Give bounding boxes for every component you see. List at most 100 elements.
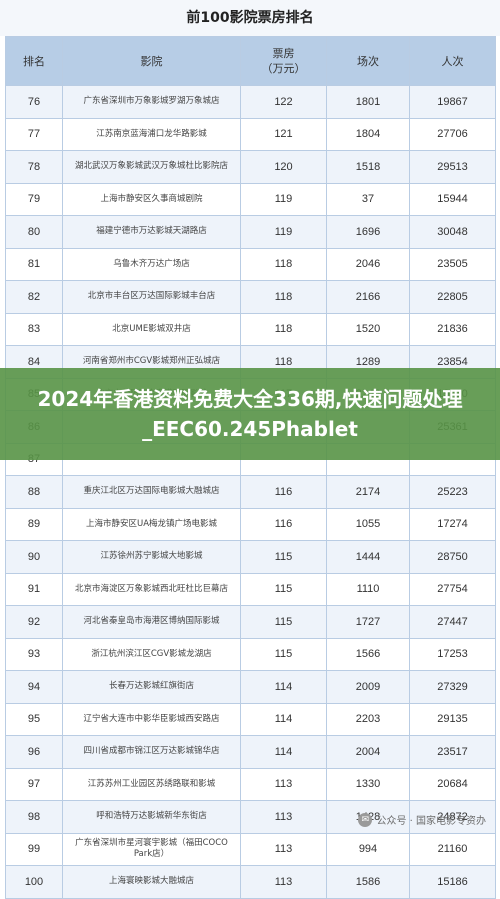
cell-rank: 90 bbox=[5, 540, 63, 574]
cell-cinema: 辽宁省大连市中影华臣影城西安路店 bbox=[62, 702, 241, 736]
cell-shows: 2046 bbox=[326, 247, 410, 281]
cell-box-office: 114 bbox=[240, 702, 327, 736]
cell-rank: 93 bbox=[5, 637, 63, 671]
table-row: 98呼和浩特万达影城新华东街店113142824872 bbox=[5, 800, 496, 834]
header-box-office: 票房 （万元） bbox=[240, 36, 327, 86]
cell-box-office: 118 bbox=[240, 247, 327, 281]
cell-cinema: 浙江杭州滨江区CGV影城龙湖店 bbox=[62, 637, 241, 671]
cell-attendance: 15944 bbox=[409, 182, 496, 216]
cell-rank: 89 bbox=[5, 507, 63, 541]
cell-rank: 92 bbox=[5, 605, 63, 639]
header-shows: 场次 bbox=[326, 36, 410, 86]
cell-attendance: 25223 bbox=[409, 475, 496, 509]
table-header-row: 排名 影院 票房 （万元） 场次 人次 bbox=[5, 36, 496, 86]
cell-attendance: 22805 bbox=[409, 280, 496, 314]
promo-overlay-text: 2024年香港资料免费大全336期,快速问题处理_EEC60.245Phable… bbox=[37, 387, 463, 441]
cell-rank: 82 bbox=[5, 280, 63, 314]
cell-shows: 2004 bbox=[326, 735, 410, 769]
cell-rank: 81 bbox=[5, 247, 63, 281]
cell-cinema: 江苏苏州工业园区苏绣路联和影城 bbox=[62, 767, 241, 801]
cell-cinema: 长春万达影城红旗街店 bbox=[62, 670, 241, 704]
cell-box-office: 113 bbox=[240, 832, 327, 866]
cell-attendance: 24872 bbox=[409, 800, 496, 834]
cell-box-office: 118 bbox=[240, 312, 327, 346]
table-row: 82 北京市丰台区万达国际影城丰台店 118 2166 22805 bbox=[5, 280, 496, 314]
cell-cinema: 上海市静安区UA梅龙镇广场电影城 bbox=[62, 507, 241, 541]
cell-attendance: 21160 bbox=[409, 832, 496, 866]
cell-box-office: 122 bbox=[240, 85, 327, 119]
cell-shows: 2203 bbox=[326, 702, 410, 736]
cell-shows: 2166 bbox=[326, 280, 410, 314]
cell-rank: 78 bbox=[5, 150, 63, 184]
table-row: 96 四川省成都市锦江区万达影城锦华店 114 2004 23517 bbox=[5, 735, 496, 769]
cell-attendance: 27706 bbox=[409, 117, 496, 151]
table-row: 83 北京UME影城双井店 118 1520 21836 bbox=[5, 312, 496, 346]
table-row: 77 江苏南京蓝海浦口龙华路影城 121 1804 27706 bbox=[5, 117, 496, 151]
cell-cinema: 上海市静安区久事商城剧院 bbox=[62, 182, 241, 216]
cell-attendance: 30048 bbox=[409, 215, 496, 249]
cell-shows: 1055 bbox=[326, 507, 410, 541]
cell-shows: 994 bbox=[326, 832, 410, 866]
cell-cinema: 北京市海淀区万象影城西北旺杜比巨幕店 bbox=[62, 572, 241, 606]
cell-box-office: 118 bbox=[240, 280, 327, 314]
cell-attendance: 19867 bbox=[409, 85, 496, 119]
table-row: 88 重庆江北区万达国际电影城大融城店 116 2174 25223 bbox=[5, 475, 496, 509]
cell-cinema: 上海寰映影城大融城店 bbox=[62, 865, 241, 899]
cell-shows: 1586 bbox=[326, 865, 410, 899]
cell-cinema: 福建宁德市万达影城天湖路店 bbox=[62, 215, 241, 249]
cell-box-office: 114 bbox=[240, 735, 327, 769]
cell-box-office: 115 bbox=[240, 605, 327, 639]
cell-rank: 97 bbox=[5, 767, 63, 801]
cell-shows: 1696 bbox=[326, 215, 410, 249]
cell-attendance: 21836 bbox=[409, 312, 496, 346]
cell-shows: 1804 bbox=[326, 117, 410, 151]
cell-box-office: 113 bbox=[240, 865, 327, 899]
cell-rank: 94 bbox=[5, 670, 63, 704]
cell-attendance: 20684 bbox=[409, 767, 496, 801]
cell-rank: 80 bbox=[5, 215, 63, 249]
cell-cinema: 北京UME影城双井店 bbox=[62, 312, 241, 346]
cell-rank: 100 bbox=[5, 865, 63, 899]
cell-box-office: 120 bbox=[240, 150, 327, 184]
cell-cinema: 广东省深圳市万象影城罗湖万象城店 bbox=[62, 85, 241, 119]
cell-box-office: 113 bbox=[240, 767, 327, 801]
cell-shows: 1444 bbox=[326, 540, 410, 574]
table-row: 81 乌鲁木齐万达广场店 118 2046 23505 bbox=[5, 247, 496, 281]
cell-box-office: 119 bbox=[240, 215, 327, 249]
cell-cinema: 呼和浩特万达影城新华东街店 bbox=[62, 800, 241, 834]
cell-attendance: 17253 bbox=[409, 637, 496, 671]
cell-box-office: 119 bbox=[240, 182, 327, 216]
cell-attendance: 23517 bbox=[409, 735, 496, 769]
table-row: 80 福建宁德市万达影城天湖路店 119 1696 30048 bbox=[5, 215, 496, 249]
header-rank: 排名 bbox=[5, 36, 63, 86]
cell-cinema: 江苏南京蓝海浦口龙华路影城 bbox=[62, 117, 241, 151]
cell-shows: 1518 bbox=[326, 150, 410, 184]
cell-attendance: 29513 bbox=[409, 150, 496, 184]
table-row: 97 江苏苏州工业园区苏绣路联和影城 113 1330 20684 bbox=[5, 767, 496, 801]
cell-shows: 1330 bbox=[326, 767, 410, 801]
cell-rank: 95 bbox=[5, 702, 63, 736]
wechat-icon: ✉ bbox=[358, 812, 373, 827]
cell-rank: 99 bbox=[5, 832, 63, 866]
cell-shows: 1566 bbox=[326, 637, 410, 671]
cell-attendance: 29135 bbox=[409, 702, 496, 736]
cell-shows: 1801 bbox=[326, 85, 410, 119]
cell-rank: 91 bbox=[5, 572, 63, 606]
header-attendance: 人次 bbox=[409, 36, 496, 86]
cell-box-office: 115 bbox=[240, 540, 327, 574]
page-title: 前100影院票房排名 bbox=[0, 0, 500, 36]
cell-rank: 76 bbox=[5, 85, 63, 119]
cell-box-office: 116 bbox=[240, 475, 327, 509]
cell-box-office: 113 bbox=[240, 800, 327, 834]
cell-box-office: 115 bbox=[240, 637, 327, 671]
cell-cinema: 广东省深圳市星河寰宇影城（福田COCO Park店） bbox=[62, 832, 241, 866]
table-row: 89 上海市静安区UA梅龙镇广场电影城 116 1055 17274 bbox=[5, 507, 496, 541]
watermark-text: 公众号 · 国家电影专资办 bbox=[376, 816, 486, 827]
table-row: 76 广东省深圳市万象影城罗湖万象城店 122 1801 19867 bbox=[5, 85, 496, 119]
table-row: 91 北京市海淀区万象影城西北旺杜比巨幕店 115 1110 27754 bbox=[5, 572, 496, 606]
cell-cinema: 乌鲁木齐万达广场店 bbox=[62, 247, 241, 281]
cell-box-office: 115 bbox=[240, 572, 327, 606]
cell-attendance: 17274 bbox=[409, 507, 496, 541]
cell-rank: 79 bbox=[5, 182, 63, 216]
table-row: 90 江苏徐州苏宁影城大地影城 115 1444 28750 bbox=[5, 540, 496, 574]
